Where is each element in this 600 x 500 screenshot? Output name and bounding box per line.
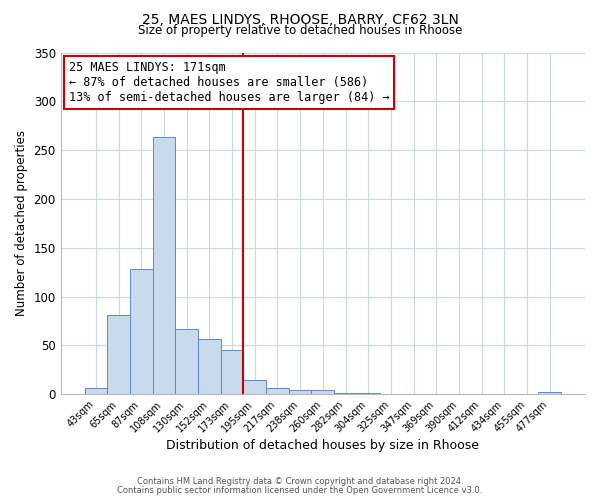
Bar (289, 390, 311, 394)
Text: Size of property relative to detached houses in Rhoose: Size of property relative to detached ho… (138, 24, 462, 37)
Bar (130, 269, 152, 394)
Bar (175, 329, 198, 394)
Bar (107, 315, 130, 394)
Bar (266, 388, 289, 394)
Text: 25 MAES LINDYS: 171sqm
← 87% of detached houses are smaller (586)
13% of semi-de: 25 MAES LINDYS: 171sqm ← 87% of detached… (68, 61, 389, 104)
Text: 25, MAES LINDYS, RHOOSE, BARRY, CF62 3LN: 25, MAES LINDYS, RHOOSE, BARRY, CF62 3LN (142, 12, 458, 26)
Bar (357, 393, 380, 394)
Bar (152, 138, 175, 394)
Bar (311, 390, 334, 394)
X-axis label: Distribution of detached houses by size in Rhoose: Distribution of detached houses by size … (166, 440, 479, 452)
Bar (334, 393, 357, 394)
Bar (538, 392, 561, 394)
Y-axis label: Number of detached properties: Number of detached properties (15, 130, 28, 316)
Bar (244, 380, 266, 394)
Bar (198, 338, 221, 394)
Text: Contains HM Land Registry data © Crown copyright and database right 2024.: Contains HM Land Registry data © Crown c… (137, 477, 463, 486)
Bar (85, 388, 107, 394)
Text: Contains public sector information licensed under the Open Government Licence v3: Contains public sector information licen… (118, 486, 482, 495)
Bar (221, 350, 244, 394)
